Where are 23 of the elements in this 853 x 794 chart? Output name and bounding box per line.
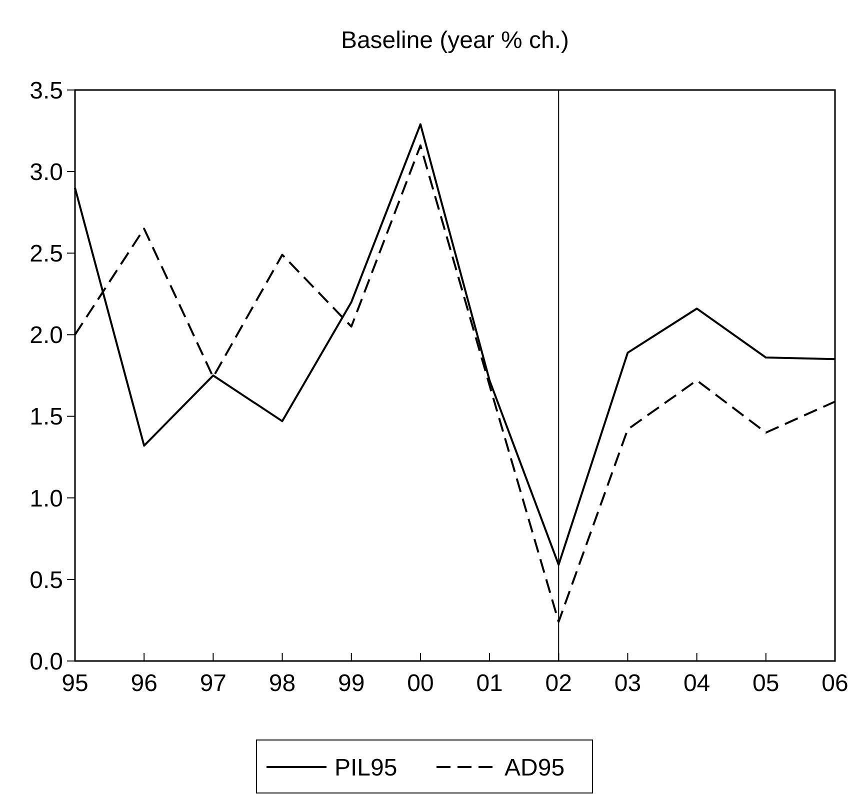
legend-label: AD95: [504, 754, 565, 782]
y-tick-label: 1.0: [30, 485, 63, 512]
x-tick-label: 01: [476, 670, 503, 697]
legend-label: PIL95: [334, 754, 398, 782]
x-tick-label: 06: [822, 670, 848, 697]
y-tick-label: 3.0: [30, 158, 63, 186]
y-tick-label: 3.5: [30, 77, 63, 104]
x-tick-label: 98: [268, 670, 296, 697]
x-tick-label: 00: [407, 670, 434, 697]
x-tick-label: 02: [545, 670, 572, 697]
x-tick-label: 96: [130, 670, 158, 697]
x-tick-label: 99: [338, 670, 365, 697]
x-tick-label: 04: [683, 670, 710, 697]
x-tick-label: 03: [614, 670, 642, 697]
x-tick-label: 95: [62, 670, 88, 697]
y-tick-label: 1.5: [30, 404, 63, 431]
chart-title: Baseline (year % ch.): [340, 27, 570, 54]
x-tick-label: 97: [200, 670, 227, 697]
x-tick-label: 05: [752, 670, 780, 697]
y-tick-label: 0.0: [30, 648, 63, 676]
y-tick-label: 2.5: [30, 240, 63, 268]
y-tick-label: 2.0: [30, 322, 63, 350]
y-tick-label: 0.5: [30, 566, 63, 594]
